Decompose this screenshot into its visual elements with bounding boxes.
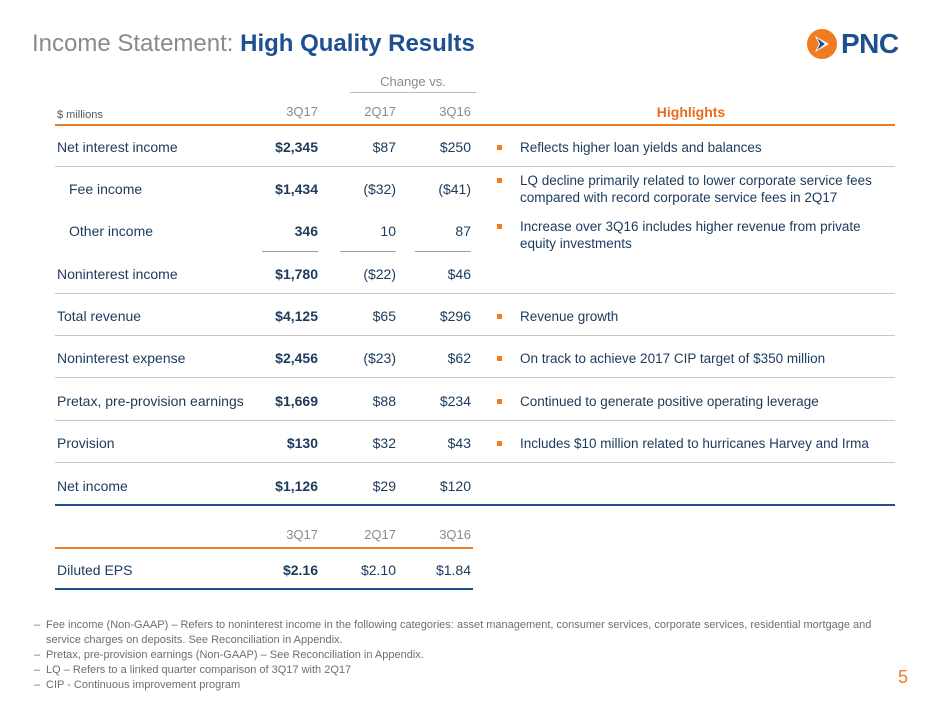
bullet-icon xyxy=(497,224,502,229)
cell-other-income-3q16: 87 xyxy=(455,223,471,239)
cell-fee-income-3q17: $1,434 xyxy=(275,181,318,197)
footnote: – LQ – Refers to a linked quarter compari… xyxy=(34,664,352,676)
cell-total-revenue-3q16: $296 xyxy=(439,308,471,324)
cell-noninterest-expense-3q17: $2,456 xyxy=(275,350,318,366)
bullet-icon xyxy=(497,356,502,361)
cell-provision-3q17: $130 xyxy=(286,435,318,451)
eps-col-header-2q17: 2Q17 xyxy=(364,527,396,542)
row-divider xyxy=(55,377,895,378)
units-label: $ millions xyxy=(57,109,103,121)
eps-bottom-rule xyxy=(55,588,473,590)
title-highlight: High Quality Results xyxy=(240,30,475,57)
cell-fee-income-3q16: ($41) xyxy=(438,181,471,197)
highlight-item: Continued to generate positive operating… xyxy=(497,393,897,410)
cell-net-interest-income-3q17: $2,345 xyxy=(275,139,318,155)
row-label-provision: Provision xyxy=(57,435,115,451)
cell-net-interest-income-2q17: $87 xyxy=(372,139,396,155)
cell-eps-3q17: $2.16 xyxy=(282,562,318,578)
row-divider xyxy=(55,166,895,167)
eps-header-rule xyxy=(55,547,473,549)
highlight-item: Revenue growth xyxy=(497,308,897,325)
row-label-noninterest-expense: Noninterest expense xyxy=(57,350,186,366)
cell-noninterest-income-3q16: $46 xyxy=(447,266,471,282)
change-vs-rule xyxy=(350,92,476,93)
bullet-icon xyxy=(497,441,502,446)
subtotal-rule xyxy=(262,251,318,252)
footnote: – Fee income (Non-GAAP) – Refers to nonin… xyxy=(34,619,872,646)
row-label-total-revenue: Total revenue xyxy=(57,308,142,324)
cell-total-revenue-2q17: $65 xyxy=(372,308,396,324)
page-number: 5 xyxy=(898,667,909,687)
bullet-icon xyxy=(497,399,502,404)
eps-col-header-3q16: 3Q16 xyxy=(439,527,471,542)
cell-other-income-2q17: 10 xyxy=(380,223,396,239)
title-prefix: Income Statement: xyxy=(32,30,234,57)
pnc-wordmark: PNC xyxy=(841,28,899,59)
highlight-item: LQ decline primarily related to lower co… xyxy=(497,172,897,206)
cell-provision-3q16: $43 xyxy=(447,435,471,451)
header-rule xyxy=(55,124,895,126)
row-label-fee-income: Fee income xyxy=(69,181,143,197)
cell-noninterest-income-3q17: $1,780 xyxy=(275,266,318,282)
col-header-2q17: 2Q17 xyxy=(364,104,396,119)
row-divider xyxy=(55,335,895,336)
cell-noninterest-expense-3q16: $62 xyxy=(447,350,471,366)
row-label-noninterest-income: Noninterest income xyxy=(57,266,178,282)
highlight-item: On track to achieve 2017 CIP target of $… xyxy=(497,350,897,367)
cell-provision-2q17: $32 xyxy=(372,435,396,451)
cell-net-income-2q17: $29 xyxy=(372,478,396,494)
cell-pretax-earnings-3q17: $1,669 xyxy=(275,393,318,409)
eps-col-header-3q17: 3Q17 xyxy=(286,527,318,542)
cell-net-income-3q16: $120 xyxy=(439,478,471,494)
pnc-flag-icon xyxy=(807,29,837,59)
cell-pretax-earnings-2q17: $88 xyxy=(372,393,396,409)
cell-net-income-3q17: $1,126 xyxy=(275,478,318,494)
subtotal-rule xyxy=(415,251,471,252)
highlight-item: Reflects higher loan yields and balances xyxy=(497,139,897,156)
highlight-item: Increase over 3Q16 includes higher reven… xyxy=(497,218,897,252)
cell-fee-income-2q17: ($32) xyxy=(363,181,396,197)
footnote: – Pretax, pre-provision earnings (Non-GAA… xyxy=(34,649,424,661)
highlights-header: Highlights xyxy=(656,104,726,120)
row-divider xyxy=(55,420,895,421)
row-label-other-income: Other income xyxy=(69,223,154,239)
footnotes: – Fee income (Non-GAAP) – Refers to nonin… xyxy=(34,618,874,693)
row-divider xyxy=(55,462,895,463)
cell-net-interest-income-3q16: $250 xyxy=(439,139,471,155)
bullet-icon xyxy=(497,178,502,183)
col-header-3q17: 3Q17 xyxy=(286,104,318,119)
bullet-icon xyxy=(497,314,502,319)
row-label-pretax-earnings: Pretax, pre-provision earnings xyxy=(57,393,244,409)
subtotal-rule xyxy=(340,251,396,252)
row-label-net-income: Net income xyxy=(57,478,128,494)
cell-pretax-earnings-3q16: $234 xyxy=(439,393,471,409)
row-label-net-interest-income: Net interest income xyxy=(57,139,178,155)
row-label-diluted-eps: Diluted EPS xyxy=(57,562,133,578)
change-vs-label: Change vs. xyxy=(380,74,446,89)
footnote: – CIP - Continuous improvement program xyxy=(34,679,241,691)
col-header-3q16: 3Q16 xyxy=(439,104,471,119)
cell-eps-2q17: $2.10 xyxy=(360,562,396,578)
pnc-logo: PNC xyxy=(806,28,899,60)
cell-noninterest-expense-2q17: ($23) xyxy=(363,350,396,366)
cell-eps-3q16: $1.84 xyxy=(435,562,471,578)
table-bottom-rule xyxy=(55,504,895,506)
cell-other-income-3q17: 346 xyxy=(294,223,318,239)
page-title: Income Statement: High Quality Results xyxy=(32,30,475,58)
highlight-item: Includes $10 million related to hurrican… xyxy=(497,435,897,452)
cell-noninterest-income-2q17: ($22) xyxy=(363,266,396,282)
row-divider xyxy=(55,293,895,294)
cell-total-revenue-3q17: $4,125 xyxy=(275,308,318,324)
bullet-icon xyxy=(497,145,502,150)
